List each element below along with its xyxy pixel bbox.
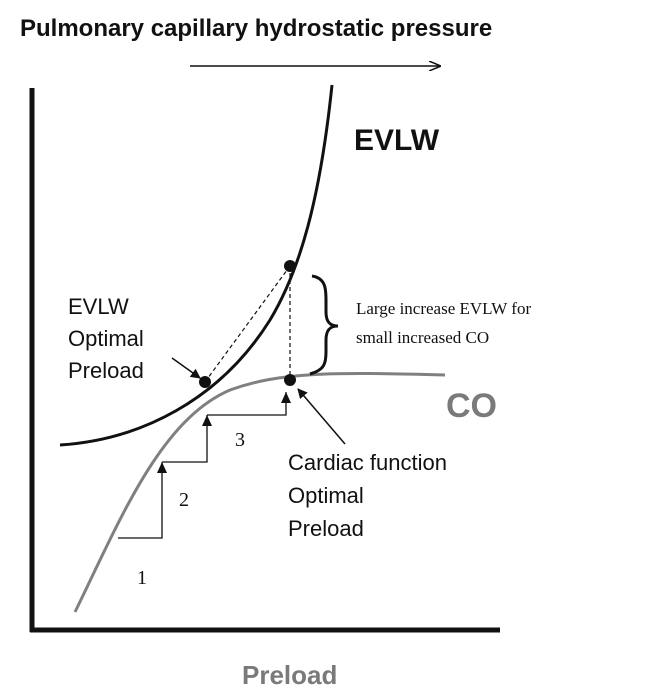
left-annotation-line3: Preload — [68, 358, 144, 383]
staircase-steps — [118, 392, 287, 539]
step-label-1: 1 — [137, 567, 147, 589]
brace-annotation-line1: Large increase EVLW for — [356, 299, 531, 318]
evlw-optimal-point — [199, 376, 211, 388]
step-label-3: 3 — [235, 429, 245, 451]
dashed-connector-diagonal — [204, 265, 291, 383]
right-annotation-line1: Cardiac function — [288, 450, 447, 475]
step-arrowhead-2 — [202, 415, 212, 426]
x-axis-label: Preload — [242, 660, 337, 690]
right-annotation-arrow — [297, 388, 346, 445]
right-annotation-line3: Preload — [288, 516, 364, 541]
evlw-curve-label: EVLW — [354, 124, 440, 157]
right-annotation-line2: Optimal — [288, 483, 364, 508]
left-annotation-arrow — [171, 357, 201, 379]
left-annotation-line2: Optimal — [68, 326, 144, 351]
evlw-curve — [59, 84, 334, 447]
curly-brace — [309, 274, 339, 376]
brace-annotation-line2: small increased CO — [356, 328, 489, 347]
left-annotation-line1: EVLW — [68, 294, 129, 319]
co-curve-label: CO — [446, 387, 497, 425]
step-label-2: 2 — [179, 489, 189, 511]
cardiac-optimal-point — [284, 374, 296, 386]
step-arrowhead-3 — [281, 392, 291, 403]
step-arrowhead-1 — [157, 462, 167, 473]
top-title: Pulmonary capillary hydrostatic pressure — [20, 15, 492, 42]
evlw-upper-point — [284, 260, 296, 272]
co-curve — [73, 372, 446, 613]
